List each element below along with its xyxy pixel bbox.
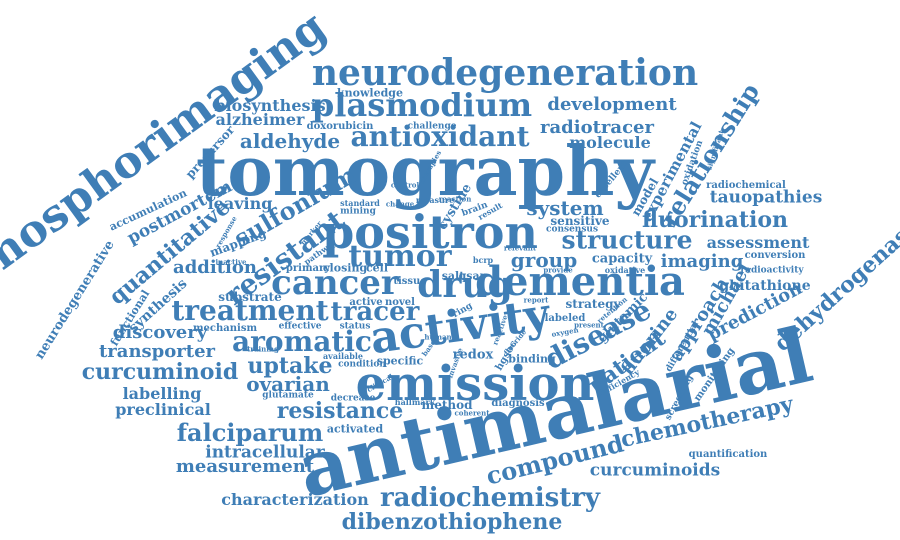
word-falciparum: falciparum xyxy=(176,418,324,447)
word-tracer: tracer xyxy=(330,297,420,327)
word-plasmodium: plasmodium xyxy=(311,86,533,124)
word-neurodegeneration: neurodegeneration xyxy=(311,52,699,94)
word-sensitive: sensitive xyxy=(550,214,610,228)
word-doxorubicin: doxorubicin xyxy=(306,121,374,132)
word-glutathione: glutathione xyxy=(719,278,811,294)
word-radiotracer: radiotracer xyxy=(540,117,654,138)
word-available: available xyxy=(323,351,363,361)
word-leaving: leaving xyxy=(207,194,273,213)
word-biosynthesis: biosynthesis xyxy=(214,96,326,115)
word-conversion: conversion xyxy=(744,250,806,261)
word-labelling: labelling xyxy=(122,384,202,403)
word-aldehyde: aldehyde xyxy=(239,129,341,153)
word-tumor: tumor xyxy=(348,239,452,274)
word-positron: positron xyxy=(322,205,538,259)
word-molecule: molecule xyxy=(569,133,651,152)
word-measurement: measurement xyxy=(175,456,315,477)
word-curcuminoid: curcuminoid xyxy=(81,359,239,385)
word-aromatic: aromatic xyxy=(232,325,372,358)
word-treatment: treatment xyxy=(171,294,329,327)
word-alzheimer: alzheimer xyxy=(215,110,305,129)
word-mining: mining xyxy=(340,206,376,217)
word-coherent: coherent xyxy=(454,408,490,418)
word-relevant: relevant xyxy=(503,243,537,253)
word-knowledge: knowledge xyxy=(337,86,403,100)
word-human: human xyxy=(424,332,452,342)
word-qsar: qsar xyxy=(458,269,486,283)
word-specific: specific xyxy=(376,354,424,368)
word-report: report xyxy=(523,295,549,305)
word-assessment: assessment xyxy=(706,233,810,252)
word-radioactivity: radioactivity xyxy=(740,265,804,276)
word-method: method xyxy=(421,398,473,412)
word-emission: emission xyxy=(355,356,595,412)
word-glutamate: glutamate xyxy=(262,390,314,401)
word-standard: standard xyxy=(340,198,380,208)
word-reaction: reaction xyxy=(438,194,472,204)
word-characterization: characterization xyxy=(221,490,369,509)
word-development: development xyxy=(547,94,677,115)
word-discovery: discovery xyxy=(112,322,208,343)
word-consensus: consensus xyxy=(545,224,599,235)
word-substrate: substrate xyxy=(218,290,282,304)
word-effective: effective xyxy=(278,321,322,332)
word-salt: salt xyxy=(441,269,465,283)
word-labeled: labeled xyxy=(544,313,586,324)
word-present: present xyxy=(574,320,604,330)
word-activated: activated xyxy=(326,422,384,436)
word-tauopathies: tauopathies xyxy=(709,187,823,208)
word-cell: cell xyxy=(365,261,389,275)
word-imaging: imaging xyxy=(660,251,744,272)
word-preclinical: preclinical xyxy=(115,400,211,419)
word-dementia: dementia xyxy=(475,258,685,305)
word-tissue: tissue xyxy=(393,276,427,287)
word-transporter: transporter xyxy=(98,341,216,362)
word-cancer: cancer xyxy=(271,263,399,303)
word-training: training xyxy=(247,344,279,354)
word-provide: provide xyxy=(543,265,573,275)
word-bcrp: bcrp xyxy=(472,255,494,265)
word-fluorination: fluorination xyxy=(641,207,789,233)
word-uptake: uptake xyxy=(247,353,333,379)
word-drug: drug xyxy=(417,264,513,306)
word-measure: measure xyxy=(415,195,455,205)
word-radiochemical: radiochemical xyxy=(706,180,786,191)
word-dibenzothiophene: dibenzothiophene xyxy=(341,509,563,535)
word-condition: condition xyxy=(338,359,386,370)
word-antioxidant: antioxidant xyxy=(350,120,530,153)
word-radiochemistry: radiochemistry xyxy=(379,483,601,513)
word-structure: structure xyxy=(561,225,693,255)
word-binding: binding xyxy=(508,352,556,366)
word-hallmark: hallmark xyxy=(394,397,436,407)
word-tomography: tomography xyxy=(195,132,655,212)
word-curcuminoids: curcuminoids xyxy=(589,460,721,481)
word-novel: novel xyxy=(385,297,415,308)
word-oxidative: oxidative xyxy=(604,265,646,275)
word-active: active xyxy=(349,297,383,308)
word-system: system xyxy=(526,196,604,220)
word-decrease: decrease xyxy=(330,393,376,404)
word-closing: closing xyxy=(322,261,368,275)
word-redox: redox xyxy=(452,347,494,363)
word-addition: addition xyxy=(173,257,257,278)
word-inactive: inactive xyxy=(215,257,247,267)
word-quantification: quantification xyxy=(688,449,768,460)
word-strategy: strategy xyxy=(565,297,621,311)
word-change: change xyxy=(385,199,415,209)
word-control: control xyxy=(390,180,420,190)
word-mechanism: mechanism xyxy=(192,323,258,334)
word-status: status xyxy=(339,321,371,332)
word-ovarian: ovarian xyxy=(246,372,330,396)
word-capacity: capacity xyxy=(591,251,653,267)
word-intracellular: intracellular xyxy=(205,442,325,463)
word-group: group xyxy=(510,248,578,272)
word-diagnosis: diagnosis xyxy=(491,398,545,409)
word-challenge: challenge xyxy=(407,121,457,132)
word-resistance: resistance xyxy=(276,398,404,424)
word-primary: primary xyxy=(285,263,331,274)
